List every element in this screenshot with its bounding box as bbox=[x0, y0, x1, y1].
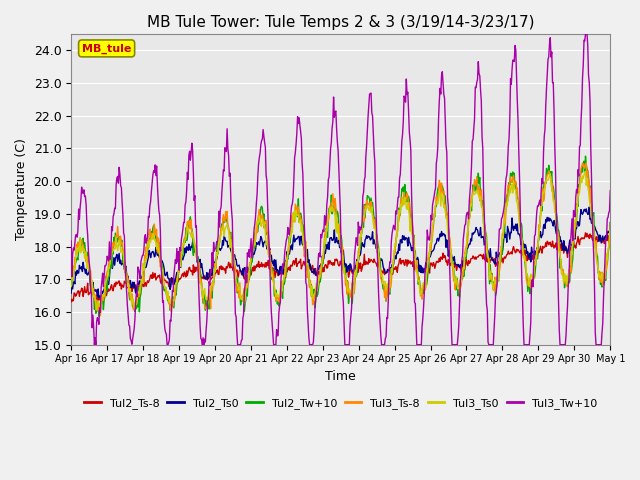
Tul2_Tw+10 bbox=[77, 241, 84, 247]
Tul3_Tw+10 bbox=[133, 294, 141, 300]
Line: Tul2_Ts-8: Tul2_Ts-8 bbox=[71, 233, 611, 303]
Tul2_Ts-8 bbox=[133, 287, 141, 292]
Line: Tul3_Ts-8: Tul3_Ts-8 bbox=[71, 163, 611, 316]
Tul3_Ts-8 bbox=[582, 160, 590, 166]
Tul2_Ts-8 bbox=[407, 261, 415, 267]
X-axis label: Time: Time bbox=[325, 370, 356, 383]
Tul2_Ts0 bbox=[67, 290, 75, 296]
Tul3_Ts0 bbox=[407, 216, 415, 222]
Tul2_Ts0 bbox=[586, 204, 593, 210]
Tul3_Ts0 bbox=[216, 234, 224, 240]
Text: MB_tule: MB_tule bbox=[82, 43, 131, 54]
Tul2_Ts0 bbox=[407, 243, 415, 249]
Tul2_Tw+10 bbox=[133, 302, 141, 308]
Tul3_Ts-8 bbox=[67, 277, 75, 283]
Tul3_Tw+10 bbox=[216, 207, 224, 213]
Tul3_Tw+10 bbox=[188, 140, 196, 146]
Tul3_Ts-8 bbox=[77, 239, 84, 245]
Tul3_Ts0 bbox=[607, 221, 614, 227]
Tul3_Ts0 bbox=[133, 295, 141, 300]
Tul3_Ts0 bbox=[77, 250, 84, 256]
Tul3_Ts-8 bbox=[133, 300, 141, 305]
Tul2_Tw+10 bbox=[216, 233, 224, 239]
Tul2_Ts-8 bbox=[188, 267, 196, 273]
Tul3_Ts0 bbox=[188, 235, 196, 240]
Title: MB Tule Tower: Tule Temps 2 & 3 (3/19/14-3/23/17): MB Tule Tower: Tule Temps 2 & 3 (3/19/14… bbox=[147, 15, 534, 30]
Tul2_Ts0 bbox=[216, 248, 224, 253]
Tul2_Ts0 bbox=[422, 270, 430, 276]
Tul2_Ts-8 bbox=[607, 232, 614, 238]
Tul2_Ts-8 bbox=[422, 268, 430, 274]
Tul3_Ts0 bbox=[67, 284, 75, 289]
Tul2_Tw+10 bbox=[582, 153, 589, 159]
Tul2_Tw+10 bbox=[407, 212, 415, 218]
Legend: Tul2_Ts-8, Tul2_Ts0, Tul2_Tw+10, Tul3_Ts-8, Tul3_Ts0, Tul3_Tw+10: Tul2_Ts-8, Tul2_Ts0, Tul2_Tw+10, Tul3_Ts… bbox=[79, 394, 602, 414]
Tul2_Ts-8 bbox=[216, 266, 224, 272]
Tul2_Ts-8 bbox=[77, 288, 84, 294]
Tul3_Tw+10 bbox=[407, 147, 415, 153]
Line: Tul3_Ts0: Tul3_Ts0 bbox=[71, 172, 611, 310]
Tul3_Tw+10 bbox=[582, 31, 589, 37]
Tul3_Tw+10 bbox=[422, 252, 430, 258]
Y-axis label: Temperature (C): Temperature (C) bbox=[15, 138, 28, 240]
Tul2_Ts0 bbox=[77, 266, 84, 272]
Tul2_Ts0 bbox=[607, 220, 614, 226]
Line: Tul2_Ts0: Tul2_Ts0 bbox=[71, 207, 611, 298]
Tul3_Tw+10 bbox=[67, 238, 75, 244]
Tul3_Ts-8 bbox=[216, 234, 224, 240]
Tul3_Ts-8 bbox=[422, 272, 430, 277]
Line: Tul2_Tw+10: Tul2_Tw+10 bbox=[71, 156, 611, 317]
Tul2_Tw+10 bbox=[188, 226, 196, 232]
Tul3_Ts-8 bbox=[188, 231, 196, 237]
Tul2_Ts0 bbox=[98, 295, 106, 301]
Tul3_Ts-8 bbox=[97, 313, 104, 319]
Tul2_Ts0 bbox=[188, 244, 196, 250]
Tul3_Ts0 bbox=[93, 307, 100, 313]
Tul3_Tw+10 bbox=[607, 188, 614, 193]
Tul3_Ts-8 bbox=[607, 230, 614, 236]
Tul3_Ts0 bbox=[422, 266, 430, 272]
Tul3_Tw+10 bbox=[90, 342, 98, 348]
Tul2_Ts-8 bbox=[67, 299, 75, 305]
Tul3_Ts0 bbox=[581, 169, 589, 175]
Line: Tul3_Tw+10: Tul3_Tw+10 bbox=[71, 34, 611, 345]
Tul2_Ts0 bbox=[133, 282, 141, 288]
Tul2_Tw+10 bbox=[67, 283, 75, 288]
Tul2_Tw+10 bbox=[422, 282, 430, 288]
Tul3_Ts-8 bbox=[407, 208, 415, 214]
Tul2_Ts-8 bbox=[97, 300, 105, 306]
Tul2_Tw+10 bbox=[95, 314, 103, 320]
Tul2_Tw+10 bbox=[607, 233, 614, 239]
Tul3_Tw+10 bbox=[77, 197, 84, 203]
Tul2_Ts-8 bbox=[582, 230, 589, 236]
